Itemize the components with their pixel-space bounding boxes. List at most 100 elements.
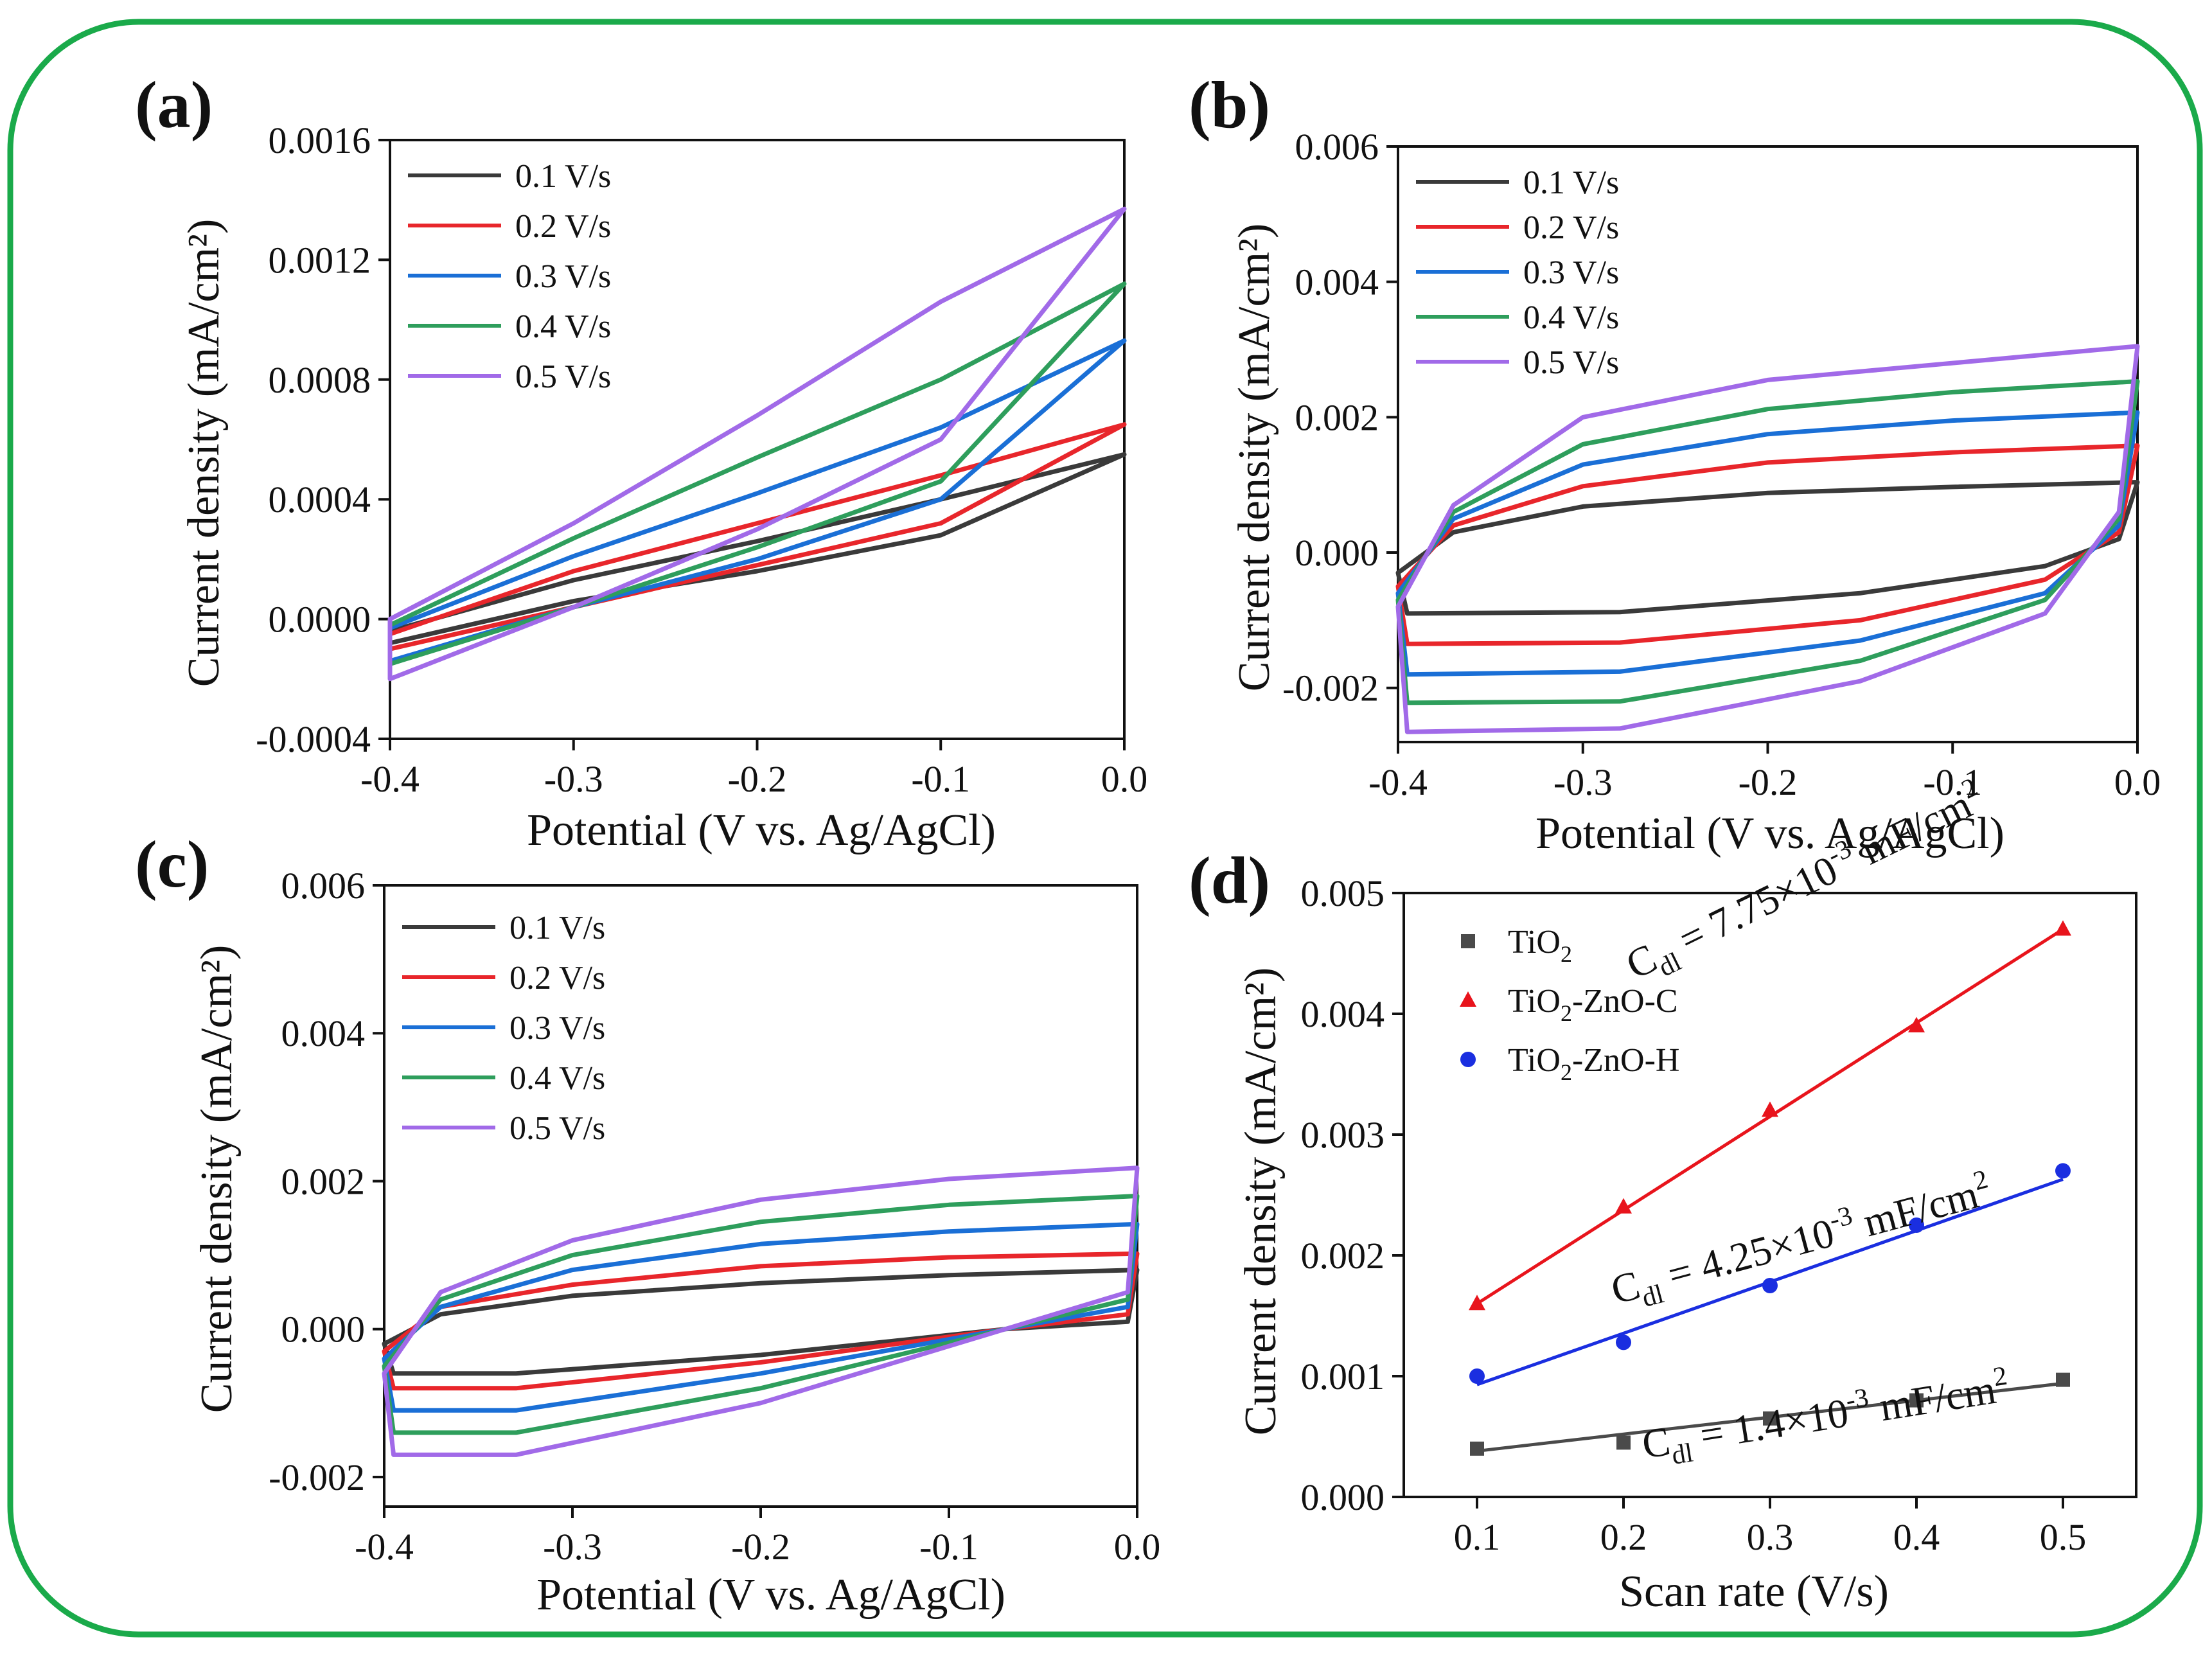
y-tick-label-d-1: 0.001	[1301, 1356, 1385, 1397]
point-0-0	[1470, 1441, 1484, 1456]
legend-label-a-1: 0.2 V/s	[515, 208, 611, 245]
legend-label-b-1: 0.2 V/s	[1523, 209, 1619, 246]
cv-loop-c-4	[382, 1165, 1140, 1457]
y-tick-label-d-5: 0.005	[1301, 872, 1385, 914]
panel-c-ylabel: Current density (mA/cm²)	[192, 945, 242, 1413]
legend-label-a-4: 0.5 V/s	[515, 358, 611, 395]
y-tick-label-b-4: 0.006	[1295, 126, 1379, 168]
cv-loop-a-3	[387, 281, 1127, 666]
panel-d-label: (d)	[1189, 844, 1270, 917]
y-tick-label-a-1: 0.0000	[269, 599, 371, 641]
cv-loop-a-1	[387, 422, 1127, 651]
legend-label-c-4: 0.5 V/s	[509, 1110, 605, 1147]
x-tick-label-b-2: -0.2	[1739, 761, 1798, 803]
y-tick-label-c-3: 0.004	[281, 1013, 366, 1054]
legend-label-b-3: 0.4 V/s	[1523, 299, 1619, 336]
x-tick-label-b-0: -0.4	[1368, 761, 1428, 803]
panel-b-label: (b)	[1189, 68, 1270, 142]
legend-label-d-0: TiO2	[1508, 924, 1572, 967]
panel-a-xlabel: Potential (V vs. Ag/AgCl)	[527, 806, 996, 855]
point-1-1	[1615, 1198, 1632, 1214]
point-0-1	[1616, 1435, 1631, 1450]
cv-loop-b-2	[1395, 410, 2140, 677]
y-tick-label-d-0: 0.000	[1301, 1476, 1385, 1518]
legend-label-c-2: 0.3 V/s	[509, 1010, 605, 1047]
point-0-4	[2056, 1372, 2070, 1387]
x-tick-label-c-0: -0.4	[355, 1526, 414, 1568]
point-2-2	[1762, 1278, 1778, 1293]
point-1-2	[1762, 1101, 1778, 1117]
point-0-2	[1763, 1411, 1777, 1426]
cv-loop-b-0	[1395, 480, 2140, 616]
point-1-3	[1908, 1016, 1925, 1032]
panel-a-plot: -0.4 -0.3 -0.2 -0.1 0.0 -0.0004 0.0000 0.0004 0.…	[256, 119, 1147, 800]
panel-c-label: (c)	[135, 828, 209, 901]
legend-label-b-4: 0.5 V/s	[1523, 344, 1619, 381]
x-tick-label-c-4: 0.0	[1114, 1526, 1161, 1568]
x-tick-label-c-3: -0.1	[919, 1526, 978, 1568]
x-tick-label-c-2: -0.2	[731, 1526, 790, 1568]
legend-label-b-0: 0.1 V/s	[1523, 164, 1619, 201]
legend-marker-d-1	[1460, 991, 1476, 1007]
panel-c: (c) -0.4 -0.3 -0.2 -0.1 0.0 -0.002 0.000 0.002 0…	[135, 828, 1160, 1620]
legend-marker-d-0	[1461, 934, 1475, 948]
point-1-4	[2055, 920, 2071, 936]
panel-c-plot: -0.4 -0.3 -0.2 -0.1 0.0 -0.002 0.000 0.002 0.004…	[269, 865, 1160, 1568]
panel-b-ylabel: Current density (mA/cm²)	[1230, 224, 1279, 692]
legend-label-c-0: 0.1 V/s	[509, 910, 605, 946]
y-tick-label-b-0: -0.002	[1282, 668, 1379, 709]
legend-label-a-0: 0.1 V/s	[515, 158, 611, 195]
y-tick-label-a-2: 0.0004	[269, 479, 371, 520]
x-tick-label-a-4: 0.0	[1101, 758, 1148, 800]
point-2-0	[1469, 1368, 1485, 1384]
panel-a-ylabel: Current density (mA/cm²)	[179, 219, 229, 687]
panel-d-xlabel: Scan rate (V/s)	[1619, 1567, 1889, 1616]
x-tick-label-d-4: 0.5	[2040, 1516, 2087, 1558]
cv-loop-a-4	[387, 206, 1127, 682]
x-tick-label-d-0: 0.1	[1454, 1516, 1501, 1558]
point-2-4	[2055, 1163, 2071, 1179]
point-2-1	[1616, 1334, 1631, 1350]
cv-loop-b-4	[1395, 344, 2140, 734]
y-tick-label-a-3: 0.0008	[269, 359, 371, 401]
x-tick-label-a-2: -0.2	[728, 758, 787, 800]
panel-b-xlabel: Potential (V vs. Ag/AgCl)	[1535, 809, 2004, 858]
y-tick-label-b-2: 0.002	[1295, 396, 1379, 438]
x-tick-label-d-1: 0.2	[1600, 1516, 1647, 1558]
panel-b: (b) -0.4 -0.3 -0.2 -0.1 0.0 -0.002 0.000 0.002 0…	[1189, 68, 2161, 858]
figure-frame	[7, 19, 2203, 1638]
y-tick-label-a-0: -0.0004	[256, 718, 371, 760]
point-0-3	[1909, 1393, 1924, 1408]
y-tick-label-d-4: 0.004	[1301, 993, 1385, 1035]
panel-c-xlabel: Potential (V vs. Ag/AgCl)	[536, 1570, 1005, 1620]
x-tick-label-d-2: 0.3	[1747, 1516, 1794, 1558]
legend-label-c-3: 0.4 V/s	[509, 1060, 605, 1097]
legend-label-d-1: TiO2-ZnO-C	[1508, 983, 1678, 1026]
x-tick-label-a-0: -0.4	[360, 758, 420, 800]
x-tick-label-c-1: -0.3	[543, 1526, 602, 1568]
legend-label-c-1: 0.2 V/s	[509, 960, 605, 996]
y-tick-label-d-2: 0.002	[1301, 1235, 1385, 1277]
panel-d-ylabel: Current density (mA/cm²)	[1236, 968, 1286, 1436]
legend-label-a-2: 0.3 V/s	[515, 258, 611, 295]
y-tick-label-a-5: 0.0016	[269, 119, 371, 161]
point-2-3	[1909, 1217, 1924, 1233]
x-tick-label-a-1: -0.3	[544, 758, 603, 800]
x-tick-label-a-3: -0.1	[911, 758, 970, 800]
x-tick-label-b-4: 0.0	[2114, 761, 2161, 803]
legend-label-b-2: 0.3 V/s	[1523, 254, 1619, 291]
legend-label-a-3: 0.4 V/s	[515, 308, 611, 345]
y-tick-label-b-3: 0.004	[1295, 261, 1379, 303]
y-tick-label-c-4: 0.006	[281, 865, 366, 907]
y-tick-label-c-2: 0.002	[281, 1160, 366, 1202]
x-tick-label-d-3: 0.4	[1893, 1516, 1940, 1558]
y-tick-label-c-1: 0.000	[281, 1309, 366, 1350]
point-1-0	[1469, 1295, 1485, 1311]
x-tick-label-b-3: -0.1	[1923, 761, 1982, 803]
legend-marker-d-2	[1460, 1052, 1476, 1067]
y-tick-label-d-3: 0.003	[1301, 1114, 1385, 1156]
legend-label-d-2: TiO2-ZnO-H	[1508, 1042, 1679, 1085]
panel-b-plot: -0.4 -0.3 -0.2 -0.1 0.0 -0.002 0.000 0.002 0.004…	[1282, 126, 2161, 803]
y-tick-label-b-1: 0.000	[1295, 532, 1379, 574]
